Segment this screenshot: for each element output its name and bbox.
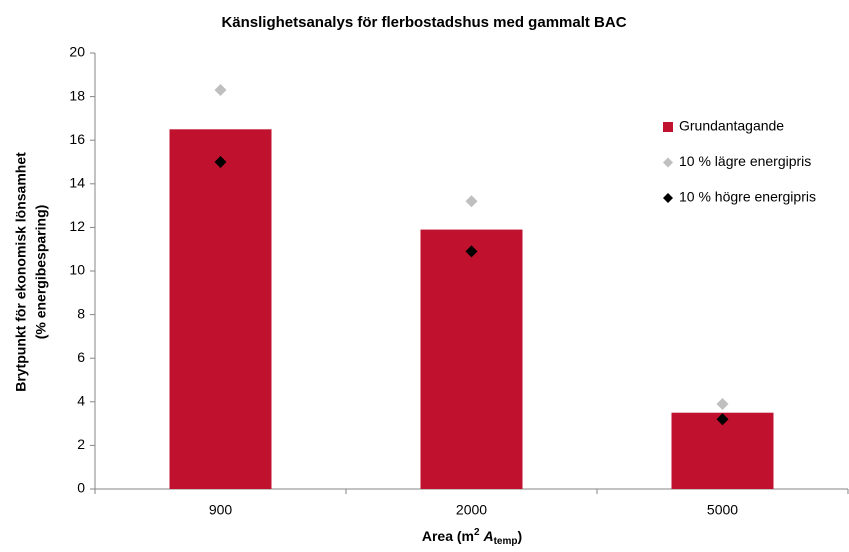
marker	[716, 397, 729, 410]
y-tick-label: 12	[69, 218, 85, 234]
bar	[671, 412, 774, 489]
bar	[420, 229, 523, 489]
marker	[465, 245, 478, 258]
chart-title: Känslighetsanalys för flerbostadshus med…	[221, 14, 626, 31]
x-tick-label: 5000	[707, 502, 738, 518]
y-axis-label: Brytpunkt för ekonomisk lönsamhet	[13, 152, 29, 392]
marker	[465, 195, 478, 208]
legend-label: Grundantagande	[679, 118, 784, 134]
marker	[214, 156, 227, 168]
bar	[169, 129, 272, 490]
x-tick-label: 900	[209, 502, 233, 518]
marker	[716, 413, 729, 426]
legend-label: 10 % lägre energipris	[679, 153, 811, 169]
marker	[214, 84, 227, 97]
legend-swatch	[663, 157, 673, 168]
legend-label: 10 % högre energipris	[679, 189, 816, 205]
y-axis-label: (% energibesparing)	[33, 205, 49, 340]
y-tick-label: 2	[77, 436, 85, 452]
legend-swatch	[663, 122, 673, 132]
y-tick-label: 14	[69, 175, 85, 191]
y-tick-label: 0	[77, 480, 85, 496]
y-tick-label: 18	[69, 87, 85, 103]
y-tick-label: 8	[77, 305, 85, 321]
x-axis-label: Area (m2 Atemp)	[422, 527, 522, 547]
y-tick-label: 4	[77, 393, 85, 409]
y-tick-label: 20	[69, 44, 85, 60]
legend-swatch	[663, 193, 673, 203]
y-tick-label: 10	[69, 262, 85, 278]
y-tick-label: 6	[77, 349, 85, 365]
x-tick-label: 2000	[456, 502, 487, 518]
y-tick-label: 16	[69, 131, 85, 147]
